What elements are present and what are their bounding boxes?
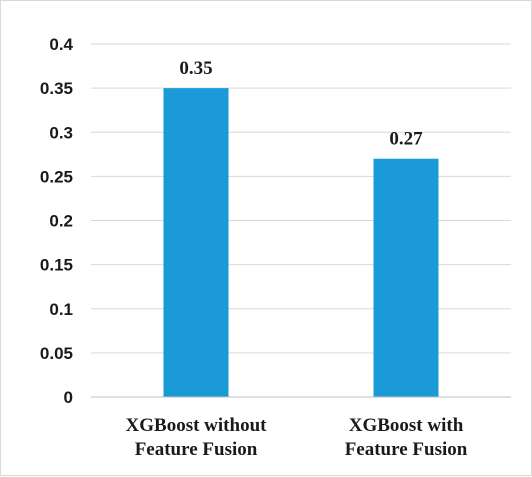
y-axis-ticks: 0 0.05 0.1 0.15 0.2 0.25 0.3 0.35 0.4	[40, 35, 74, 407]
x-axis-labels: XGBoost without Feature Fusion XGBoost wit…	[126, 415, 468, 460]
x-category-label: Feature Fusion	[345, 439, 468, 460]
x-category-label: XGBoost without	[126, 415, 268, 436]
y-tick-label: 0.15	[40, 256, 73, 275]
bar	[373, 158, 439, 397]
bar	[163, 88, 229, 397]
gridlines	[91, 43, 511, 354]
y-tick-label: 0.2	[49, 212, 73, 231]
data-label: 0.35	[179, 58, 212, 79]
x-category-label: XGBoost with	[349, 415, 464, 436]
y-tick-label: 0.35	[40, 79, 73, 98]
y-tick-label: 0.1	[49, 300, 73, 319]
y-tick-label: 0.3	[49, 123, 73, 142]
x-category-label: Feature Fusion	[135, 439, 258, 460]
y-tick-label: 0.4	[49, 35, 73, 54]
y-tick-label: 0.05	[40, 344, 73, 363]
y-tick-label: 0	[64, 388, 73, 407]
data-labels: 0.35 0.27	[179, 58, 423, 150]
y-tick-label: 0.25	[40, 167, 73, 186]
bars	[163, 88, 439, 397]
data-label: 0.27	[389, 129, 423, 150]
